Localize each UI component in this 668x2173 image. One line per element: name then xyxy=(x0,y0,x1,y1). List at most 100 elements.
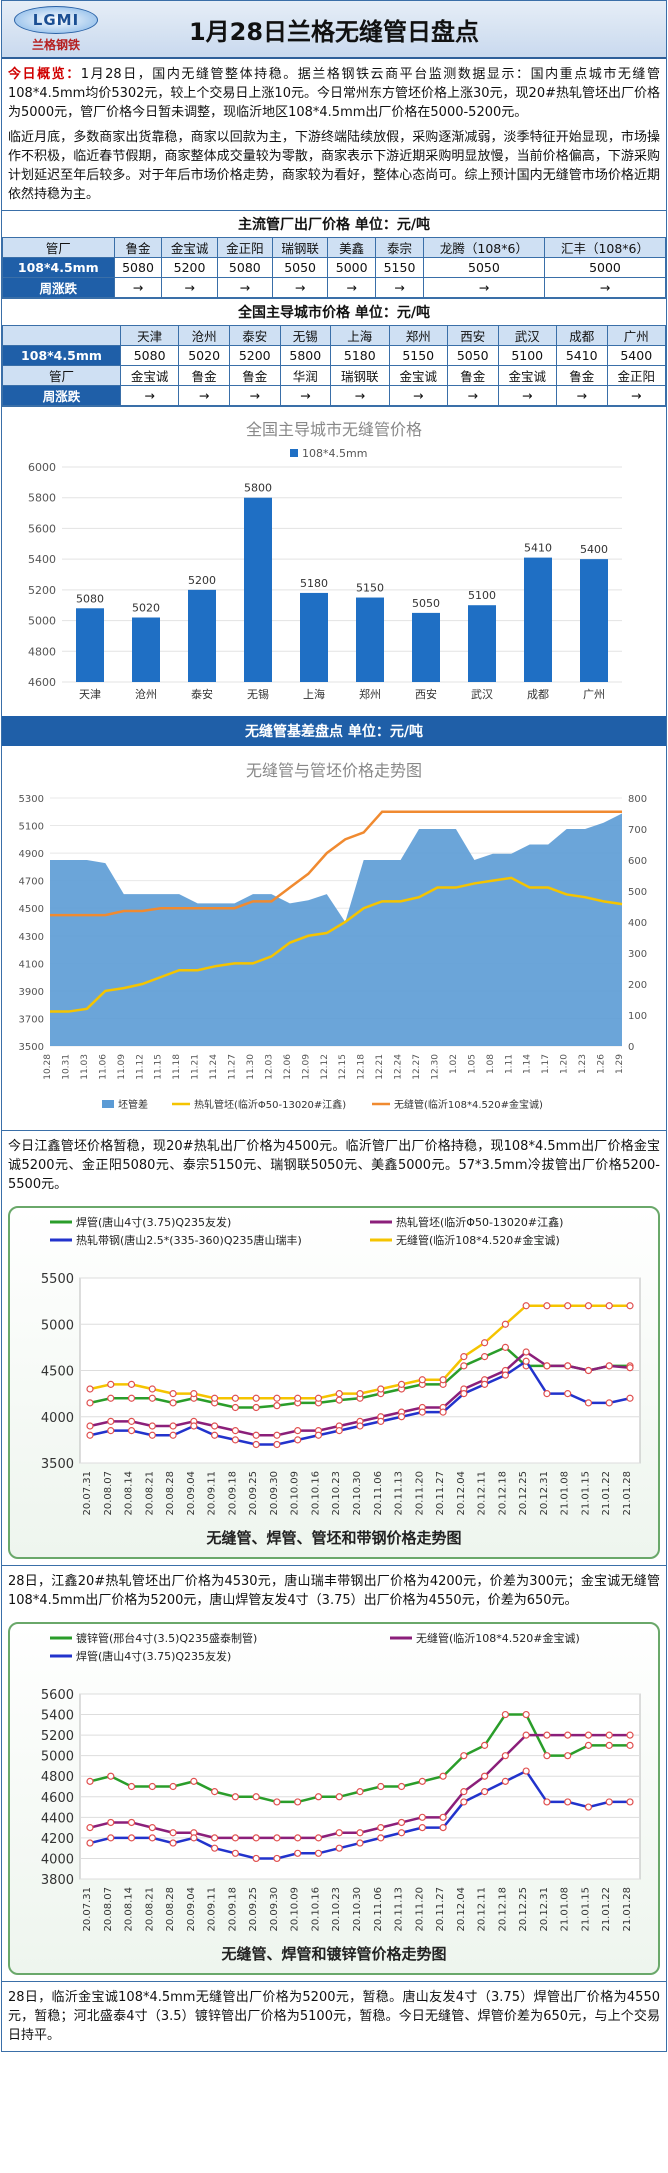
data-point xyxy=(626,1731,634,1739)
x-tick-label: 11.15 xyxy=(154,1054,164,1080)
x-tick-label: 20.11.06 xyxy=(373,1887,384,1932)
data-point xyxy=(564,1390,572,1398)
legend-label: 108*4.5mm xyxy=(302,447,367,460)
x-tick-label: 21.01.08 xyxy=(560,1471,571,1516)
data-point xyxy=(501,1777,509,1785)
x-tick-label: 20.10.16 xyxy=(310,1471,321,1516)
x-tick-label: 21.01.15 xyxy=(580,1887,591,1932)
data-point xyxy=(231,1394,239,1402)
data-point xyxy=(481,1339,489,1347)
data-point xyxy=(86,1777,94,1785)
data-point xyxy=(481,1788,489,1796)
x-tick-label: 20.07.31 xyxy=(82,1471,93,1516)
data-point xyxy=(190,1390,198,1398)
data-point xyxy=(605,1741,613,1749)
data-point xyxy=(169,1829,177,1837)
city-table: 天津 沧州 泰安 无锡 上海 郑州 西安 武汉 成都 广州 108*4.5mm 5080 5020 520… xyxy=(2,325,667,406)
table-row: 管厂 金宝诚 鲁金 鲁金 华润 瑞钢联 金宝诚 鲁金 金宝诚 鲁金 金正阳 xyxy=(2,365,667,386)
mill-name: 瑞钢联 xyxy=(271,237,329,258)
y-tick-label: 5500 xyxy=(41,1272,74,1287)
data-point xyxy=(626,1798,634,1806)
table-row: 周涨跌 → → → → → → → → xyxy=(2,277,667,298)
y-tick-label: 4800 xyxy=(41,1770,74,1785)
x-tick-label: 1.08 xyxy=(486,1054,496,1074)
table-row: 管厂 鲁金 金宝诚 金正阳 瑞钢联 美鑫 泰宗 龙腾（108*6） 汇丰（108*6） xyxy=(2,237,667,258)
mill-price: 5080 xyxy=(113,257,163,278)
x-tick-label: 泰安 xyxy=(191,687,213,701)
data-point xyxy=(397,1818,406,1827)
change-label: 周涨跌 xyxy=(2,277,115,298)
data-point xyxy=(335,1427,343,1435)
data-point xyxy=(231,1849,239,1857)
x-tick-label: 20.09.11 xyxy=(207,1471,218,1516)
x-tick-label: 无锡 xyxy=(247,687,269,701)
data-point xyxy=(294,1394,302,1402)
x-tick-label: 上海 xyxy=(303,687,325,701)
city-mill: 鲁金 xyxy=(555,365,608,386)
data-point xyxy=(418,1813,426,1821)
data-point xyxy=(294,1834,302,1842)
mill-name: 鲁金 xyxy=(113,237,163,258)
mill-price: 5150 xyxy=(375,257,424,278)
mill-change: → xyxy=(113,277,163,298)
data-point xyxy=(481,1380,489,1388)
city-name: 广州 xyxy=(606,325,667,346)
x-tick-label: 20.08.14 xyxy=(124,1887,135,1932)
bar xyxy=(524,557,552,682)
data-point xyxy=(86,1839,94,1847)
data-point xyxy=(252,1854,260,1863)
x-tick-label: 21.01.08 xyxy=(560,1887,571,1932)
summary-label: 今日概览： xyxy=(8,67,81,82)
data-point xyxy=(605,1399,613,1407)
page-title: 1月28日兰格无缝管日盘点 xyxy=(188,17,480,46)
mill-name: 汇丰（108*6） xyxy=(543,237,667,258)
data-point xyxy=(107,1818,115,1827)
spread-area xyxy=(50,813,622,1046)
x-tick-label: 20.12.25 xyxy=(518,1887,529,1932)
data-point xyxy=(397,1413,406,1421)
text-c: 28日，临沂金宝诚108*4.5mm无缝管出厂价格为5200元，暂稳。唐山友发4… xyxy=(2,1981,666,2051)
y-tick-label: 5600 xyxy=(41,1688,74,1703)
data-point xyxy=(127,1782,136,1791)
trend-panel-2: 3800 4000 4200 4400 4600 4800 5000 5200 5400 5600… xyxy=(8,1622,660,1975)
bar xyxy=(244,497,272,682)
data-point xyxy=(356,1422,364,1430)
x-tick-label: 10.31 xyxy=(61,1054,71,1080)
data-point xyxy=(439,1772,447,1780)
data-point xyxy=(522,1731,530,1739)
data-point xyxy=(169,1839,177,1847)
chart-title: 无缝管、焊管、管坯和带钢价格走势图 xyxy=(205,1529,461,1547)
data-point xyxy=(377,1824,385,1832)
y-tick-label-right: 500 xyxy=(628,887,647,898)
summary: 今日概览：1月28日，国内无缝管整体持稳。据兰格钢铁云商平台监测数据显示：国内重… xyxy=(2,59,666,128)
x-tick-label: 20.07.31 xyxy=(82,1887,93,1932)
mill-change: → xyxy=(161,277,218,298)
data-point xyxy=(543,1731,551,1739)
data-point xyxy=(335,1829,343,1837)
city-change: → xyxy=(330,385,390,406)
data-point xyxy=(273,1854,281,1863)
mill-price: 5200 xyxy=(161,257,218,278)
x-tick-label: 21.01.28 xyxy=(622,1471,633,1516)
city-price: 5100 xyxy=(497,345,557,366)
city-mill: 金宝诚 xyxy=(497,365,557,386)
data-point xyxy=(314,1431,323,1439)
x-tick-label: 12.15 xyxy=(338,1054,348,1080)
data-point xyxy=(314,1394,323,1402)
data-point xyxy=(231,1834,239,1842)
y-tick-label-right: 600 xyxy=(628,856,647,867)
city-price: 5050 xyxy=(446,345,499,366)
data-point xyxy=(418,1824,426,1832)
x-tick-label: 西安 xyxy=(415,687,437,701)
data-point xyxy=(314,1849,323,1857)
mill-change: → xyxy=(271,277,329,298)
data-point xyxy=(460,1353,468,1361)
y-tick-label-left: 4300 xyxy=(19,932,44,943)
data-point xyxy=(273,1394,281,1402)
bar xyxy=(300,592,328,682)
data-point xyxy=(211,1422,219,1430)
data-point xyxy=(231,1403,239,1412)
y-tick-label: 4000 xyxy=(41,1852,74,1867)
y-tick-label-right: 200 xyxy=(628,980,647,991)
data-point xyxy=(294,1427,302,1435)
